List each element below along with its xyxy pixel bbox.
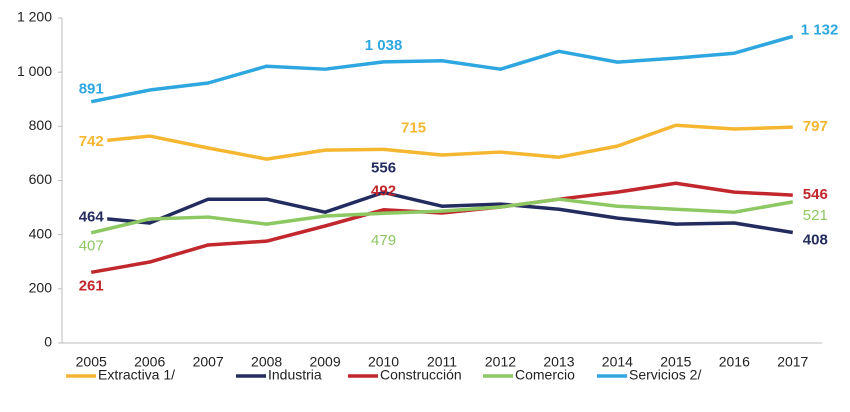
series-line (90, 197, 794, 235)
x-tick-label: 2008 (251, 354, 282, 370)
data-label: 556 (371, 159, 396, 176)
y-tick-label: 200 (29, 280, 53, 296)
series-line (90, 34, 794, 104)
data-label: 797 (803, 118, 828, 135)
y-tick-label: 1 200 (17, 9, 52, 25)
y-tick-label: 800 (29, 117, 53, 133)
data-label: 408 (803, 231, 828, 248)
x-tick-label: 2010 (368, 354, 399, 370)
label-bg (75, 133, 108, 152)
x-tick-label: 2012 (485, 354, 516, 370)
data-label: 1 038 (365, 37, 403, 54)
y-tick-label: 0 (44, 334, 52, 350)
x-tick-label: 2005 (76, 354, 107, 370)
x-tick-label: 2007 (193, 354, 224, 370)
x-tick-label: 2013 (543, 354, 574, 370)
y-tick-label: 400 (29, 225, 53, 241)
data-label: 715 (401, 119, 426, 136)
legend-label: Construcción (380, 367, 462, 383)
series-line (91, 123, 793, 161)
legend-label: Servicios 2/ (629, 367, 701, 383)
data-label: 261 (79, 277, 104, 294)
x-tick-label: 2014 (602, 354, 633, 370)
x-tick-label: 2009 (309, 354, 340, 370)
legend-label: Comercio (515, 367, 575, 383)
x-tick-label: 2011 (427, 354, 457, 370)
data-label: 521 (803, 207, 828, 224)
data-label: 492 (371, 183, 396, 200)
x-tick-label: 2015 (660, 354, 691, 370)
legend-label: Industria (268, 367, 322, 383)
x-tick-label: 2016 (719, 354, 750, 370)
series-line (90, 181, 793, 275)
legend-label: Extractiva 1/ (98, 367, 175, 383)
data-label: 479 (371, 232, 396, 249)
y-tick-label: 1 000 (17, 63, 52, 79)
data-label: 407 (79, 238, 104, 255)
y-tick-label: 600 (29, 171, 53, 187)
data-label: 742 (79, 133, 104, 150)
series-line (91, 190, 794, 235)
label-bg (75, 208, 108, 227)
data-label: 891 (79, 81, 104, 98)
x-tick-label: 2006 (134, 354, 165, 370)
data-label: 464 (79, 208, 105, 225)
x-tick-label: 2017 (777, 354, 808, 370)
data-label: 1 132 (801, 21, 839, 38)
data-label: 546 (803, 186, 828, 203)
